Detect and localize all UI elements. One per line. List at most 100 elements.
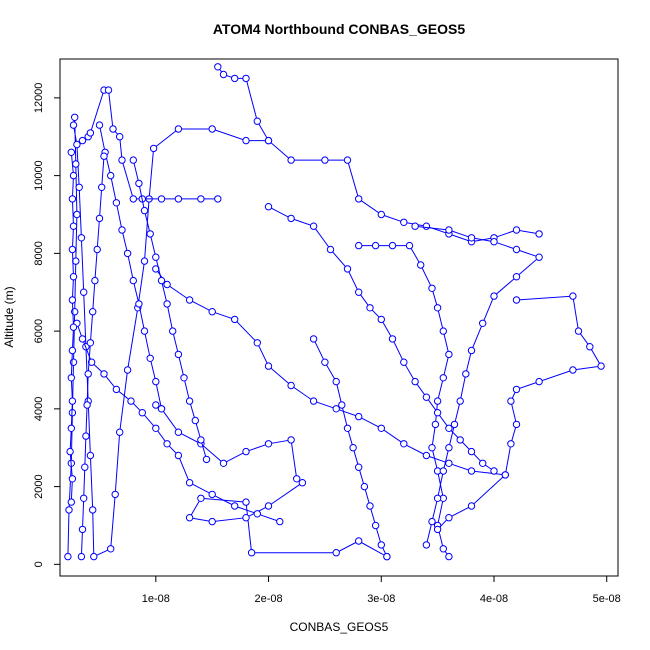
data-point [276, 517, 284, 526]
data-point [467, 467, 476, 475]
data-point [332, 549, 340, 557]
data-point [355, 412, 363, 421]
x-axis-label: CONBAS_GEOS5 [290, 620, 389, 634]
data-point [507, 440, 515, 448]
data-point [69, 171, 78, 180]
data-point [100, 152, 108, 160]
y-tick-label: 8000 [33, 241, 45, 265]
data-point [83, 401, 91, 409]
data-point [116, 133, 124, 141]
data-point [202, 455, 211, 464]
data-point [355, 288, 363, 296]
data-point [428, 284, 436, 292]
data-point [69, 358, 78, 366]
data-point [129, 156, 138, 164]
data-point [535, 253, 543, 261]
y-tick-label: 10000 [33, 160, 45, 191]
data-point [219, 70, 228, 79]
data-point [68, 245, 77, 254]
data-point [343, 156, 352, 164]
data-point [433, 525, 442, 534]
data-point [81, 463, 89, 471]
data-point [140, 206, 149, 215]
data-point [355, 463, 363, 471]
data-point [157, 276, 166, 285]
data-point [371, 241, 380, 250]
data-point [180, 374, 188, 382]
data-point [174, 451, 183, 460]
data-point [116, 428, 124, 436]
y-tick-label: 0 [33, 561, 45, 567]
series-layer [64, 63, 605, 561]
data-point [197, 195, 205, 203]
data-point [512, 385, 521, 394]
data-point [512, 245, 521, 254]
data-point [264, 203, 273, 211]
data-point [597, 362, 605, 370]
data-point [84, 370, 92, 378]
data-point [157, 195, 166, 203]
data-point [107, 545, 115, 553]
data-point [433, 304, 442, 312]
data-point [69, 222, 78, 230]
data-point [445, 226, 453, 234]
data-point [140, 257, 149, 265]
data-point [377, 315, 385, 324]
data-point [89, 506, 97, 514]
data-point [467, 447, 476, 456]
data-point [400, 440, 408, 448]
data-point [65, 506, 73, 514]
data-point [157, 405, 166, 413]
y-axis-label: Altitude (m) [2, 286, 16, 347]
data-series [78, 86, 222, 203]
data-point [383, 552, 391, 561]
series-line [155, 404, 388, 558]
data-series [214, 63, 543, 246]
data-point [264, 440, 273, 448]
data-point [242, 136, 250, 145]
data-point [104, 86, 113, 94]
data-point [371, 521, 380, 530]
data-point [214, 195, 222, 203]
data-point [111, 490, 119, 499]
data-point [309, 222, 318, 230]
data-point [169, 327, 177, 335]
data-point [152, 377, 160, 386]
data-point [264, 362, 273, 370]
data-point [95, 121, 104, 129]
data-point [253, 339, 261, 347]
data-point [72, 160, 80, 168]
data-point [287, 214, 295, 223]
data-point [388, 241, 397, 250]
data-point [462, 370, 470, 378]
data-point [77, 552, 86, 561]
data-point [71, 113, 79, 122]
data-point [231, 502, 239, 510]
data-point [428, 444, 436, 452]
data-point [174, 195, 183, 203]
x-tick-label: 4e-08 [480, 593, 508, 605]
data-point [450, 420, 459, 429]
x-tick-label: 3e-08 [367, 593, 395, 605]
data-point [253, 117, 261, 125]
data-point [197, 436, 205, 444]
data-point [152, 401, 160, 409]
data-point [112, 199, 121, 207]
data-point [332, 405, 340, 413]
data-point [428, 517, 436, 526]
data-point [146, 354, 154, 362]
data-point [377, 424, 385, 432]
data-point [68, 397, 77, 405]
data-point [77, 234, 86, 242]
data-point [214, 63, 222, 71]
data-point [208, 490, 216, 499]
data-point [231, 74, 239, 83]
data-point [366, 304, 374, 312]
chart-title: ATOM4 Northbound CONBAS_GEOS5 [213, 21, 465, 37]
data-point [433, 494, 442, 502]
data-point [191, 416, 200, 425]
data-point [309, 397, 318, 405]
data-point [86, 451, 95, 460]
data-point [512, 226, 521, 234]
data-point [433, 397, 442, 405]
